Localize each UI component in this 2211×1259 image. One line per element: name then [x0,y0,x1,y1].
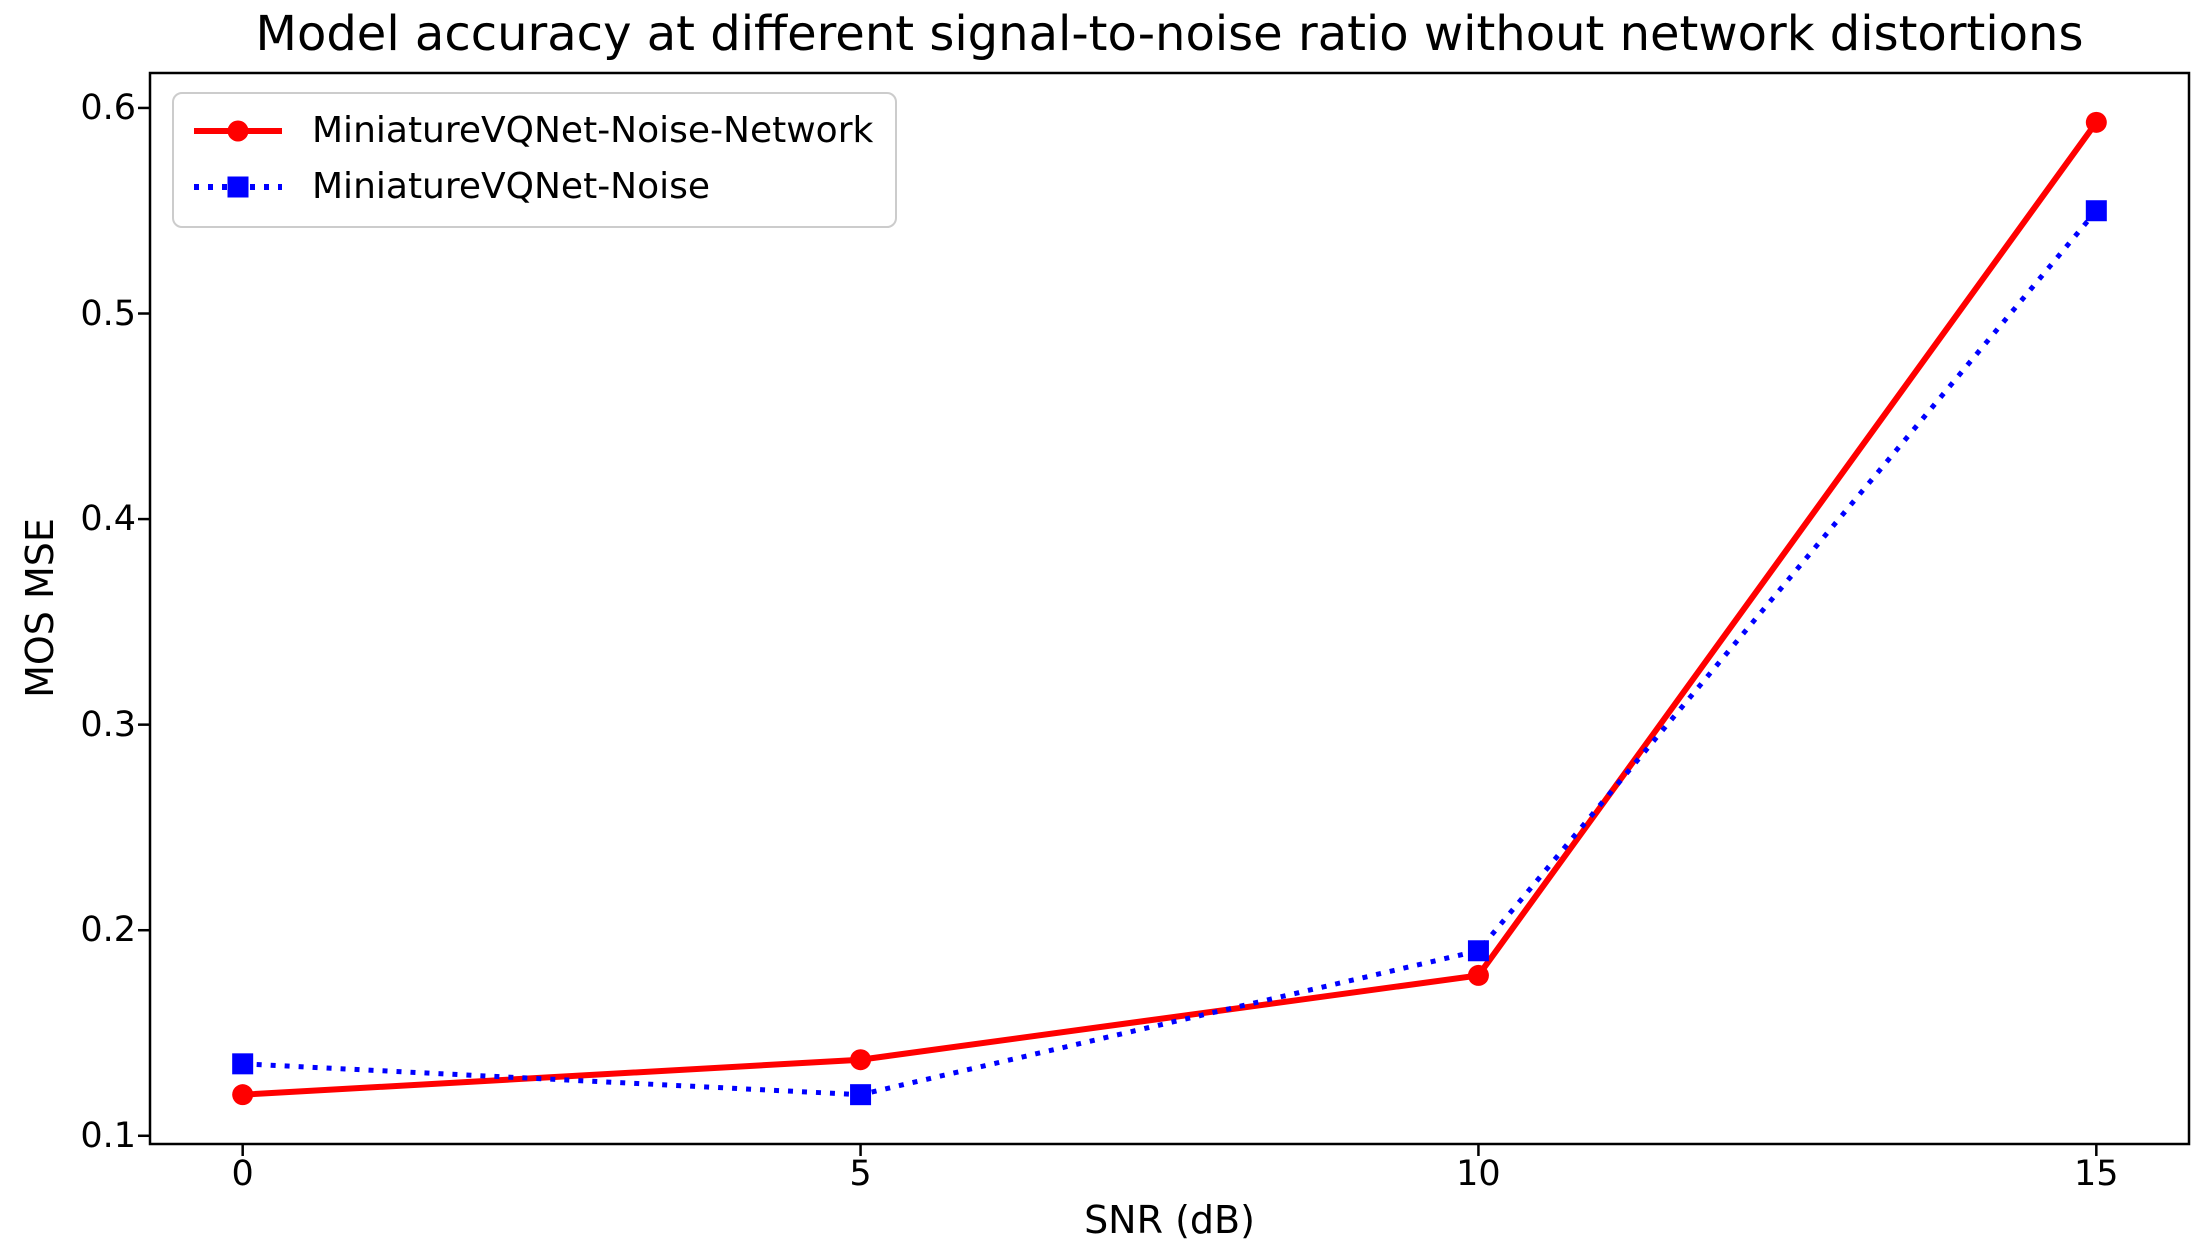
x-tick-label: 10 [1456,1154,1501,1194]
y-axis-label: MOS MSE [18,518,62,698]
series-line-miniaturevqnet-noise [242,209,2099,1098]
series-line-miniaturevqnet-noise-network [242,120,2099,1098]
legend: MiniatureVQNet-Noise-Network MiniatureVQN… [172,92,898,228]
legend-label: MiniatureVQNet-Noise-Network [312,110,874,151]
y-tick-label: 0.6 [80,87,136,128]
y-tick-label: 0.4 [80,499,136,540]
legend-item: MiniatureVQNet-Noise [192,164,873,210]
legend-sample-line-square-icon [194,176,282,198]
axes-frame [148,71,2191,1146]
y-tick-label: 0.5 [80,293,136,334]
data-point-square [850,1084,872,1106]
x-tick-label: 5 [849,1154,872,1194]
data-point-circle [850,1049,872,1071]
x-tick-label: 15 [2074,1154,2119,1194]
data-point-circle [2085,111,2107,133]
y-tick-label: 0.2 [80,910,136,951]
data-point-square [1467,940,1489,962]
legend-sample-line-circle-icon [194,120,282,142]
x-axis-label: SNR (dB) [1084,1198,1255,1242]
data-point-circle [1467,964,1489,986]
y-tick-label: 0.3 [80,704,136,745]
data-point-square [2085,200,2107,222]
legend-item: MiniatureVQNet-Noise-Network [192,108,873,154]
y-tick-label: 0.1 [80,1115,136,1156]
x-tick-label: 0 [231,1154,254,1194]
chart-title: Model accuracy at different signal-to-no… [255,6,2084,62]
data-point-circle [232,1084,254,1106]
data-point-square [232,1053,254,1075]
legend-label: MiniatureVQNet-Noise [312,166,711,207]
